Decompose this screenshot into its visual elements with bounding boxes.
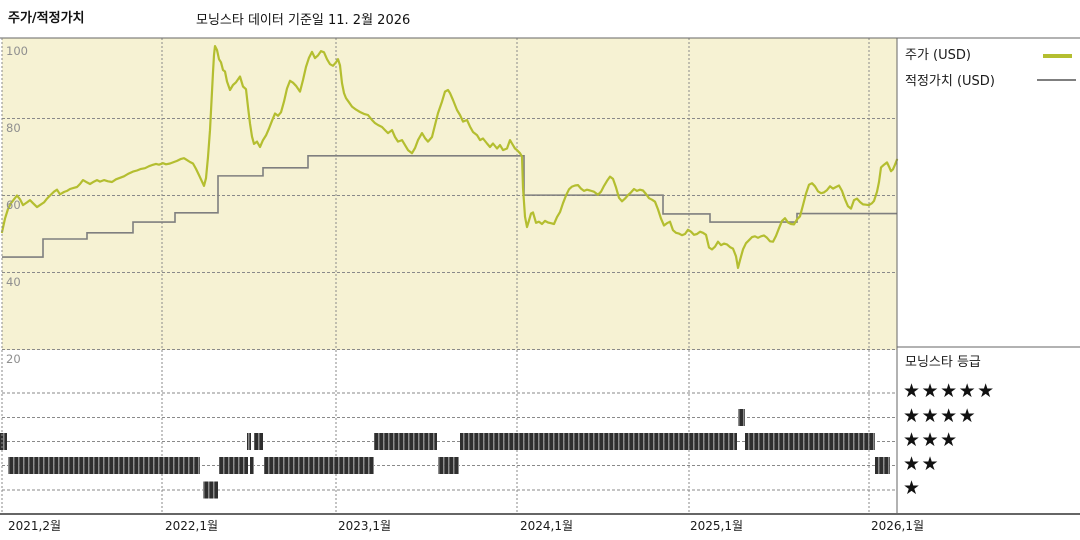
rating-band-3star <box>745 433 875 450</box>
fair-value-line-swatch <box>1037 79 1076 81</box>
page-title: 주가/적정가치 <box>8 11 85 26</box>
rating-row-5-stars: ★★★★★ <box>903 380 996 402</box>
plot-background <box>2 38 897 350</box>
rating-band-2star <box>250 457 254 474</box>
rating-band-1star <box>203 481 218 499</box>
x-tick-label-2023,1월: 2023,1월 <box>338 519 392 533</box>
x-tick-label-2021,2월: 2021,2월 <box>8 519 62 533</box>
legend-item-price: 주가 (USD) <box>905 44 971 63</box>
y-tick-label-40: 40 <box>6 274 21 289</box>
rating-row-2-stars: ★★ <box>903 452 941 475</box>
legend-fair-value-label: 적정가치 (USD) <box>905 74 995 89</box>
rating-row-1-stars: ★ <box>903 477 922 499</box>
y-tick-label-20: 20 <box>6 351 21 366</box>
rating-band-2star <box>8 457 200 474</box>
rating-band-3star <box>254 433 263 450</box>
y-tick-label-60: 60 <box>6 197 21 212</box>
price-line <box>0 44 899 269</box>
rating-band-3star <box>0 433 7 450</box>
chart-subtitle: 모닝스타 데이터 기준일 11. 2월 2026 <box>196 13 411 28</box>
price-line-swatch <box>1043 54 1072 58</box>
x-tick-label-2022,1월: 2022,1월 <box>165 519 219 533</box>
legend-price-label: 주가 (USD) <box>905 48 971 63</box>
rating-band-2star <box>875 457 890 474</box>
x-tick-label-2026,1월: 2026,1월 <box>871 519 925 533</box>
rating-band-3star <box>460 433 737 450</box>
rating-legend-title: 모닝스타 등급 <box>905 355 981 370</box>
rating-band-3star <box>374 433 437 450</box>
legend-item-fair-value: 적정가치 (USD) <box>905 70 995 89</box>
y-tick-label-80: 80 <box>6 120 21 135</box>
rating-band-3star <box>247 433 251 450</box>
rating-row-3-stars: ★★★ <box>903 428 959 451</box>
x-tick-label-2024,1월: 2024,1월 <box>520 519 574 533</box>
rating-band-4star <box>738 409 745 426</box>
rating-band-2star <box>438 457 459 474</box>
y-tick-label-100: 100 <box>6 43 28 58</box>
fair-value-line <box>2 155 897 258</box>
rating-band-2star <box>264 457 374 474</box>
rating-row-4-stars: ★★★★ <box>903 404 978 427</box>
rating-band-2star <box>219 457 248 474</box>
x-tick-label-2025,1월: 2025,1월 <box>690 519 744 533</box>
